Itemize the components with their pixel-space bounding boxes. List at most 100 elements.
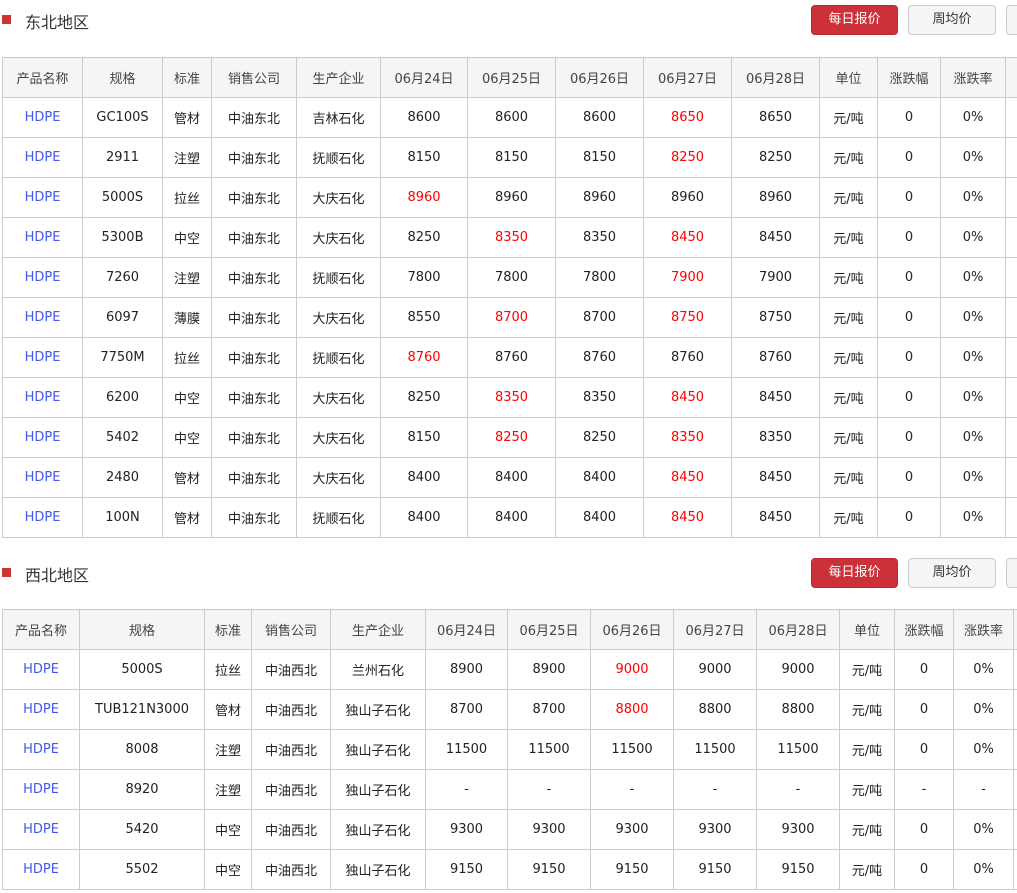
cell-change-amount: 0 <box>894 809 954 850</box>
cell-product-name[interactable]: HDPE <box>2 177 83 218</box>
cell-price-0625: 8150 <box>467 137 556 178</box>
daily-price-button[interactable]: 每日报价 <box>811 558 898 588</box>
cell-product-name[interactable]: HDPE <box>2 849 80 890</box>
cell-spec: 100N <box>82 497 163 538</box>
cell-product-name[interactable]: HDPE <box>2 729 80 770</box>
cell-product-name[interactable]: HDPE <box>2 137 83 178</box>
cell-product-name[interactable]: HDPE <box>2 769 80 810</box>
cell-change-amount: - <box>894 769 954 810</box>
cell-overflow <box>1005 337 1017 378</box>
cell-change-rate: 0% <box>953 689 1014 730</box>
column-header-price-0627: 06月27日 <box>643 57 732 98</box>
cell-price-0626: 8600 <box>555 97 644 138</box>
cell-producer: 大庆石化 <box>296 177 381 218</box>
cell-product-name[interactable]: HDPE <box>2 417 83 458</box>
table-header-row: 产品名称 规格 标准 销售公司 生产企业 06月24日 06月25日 06月26日 06月27日… <box>2 57 1017 98</box>
column-header-change-amount: 涨跌幅 <box>894 609 954 650</box>
cell-price-0628: 8750 <box>731 297 820 338</box>
cell-unit: 元/吨 <box>839 809 895 850</box>
cell-product-name[interactable]: HDPE <box>2 297 83 338</box>
cell-overflow <box>1013 729 1017 770</box>
cell-product-name[interactable]: HDPE <box>2 97 83 138</box>
column-header-price-0625: 06月25日 <box>507 609 591 650</box>
cell-price-0624: 11500 <box>425 729 508 770</box>
cell-price-0627: 8450 <box>643 217 732 258</box>
cell-sales-company: 中油东北 <box>211 417 297 458</box>
cell-producer: 独山子石化 <box>330 729 426 770</box>
cell-producer: 抚顺石化 <box>296 337 381 378</box>
cell-price-0627: 8450 <box>643 377 732 418</box>
weekly-average-button[interactable]: 周均价 <box>908 5 996 35</box>
daily-price-button[interactable]: 每日报价 <box>811 5 898 35</box>
cell-price-0624: 8550 <box>380 297 468 338</box>
cell-change-amount: 0 <box>894 689 954 730</box>
cell-product-name[interactable]: HDPE <box>2 689 80 730</box>
cell-change-amount: 0 <box>877 497 941 538</box>
cell-change-rate: 0% <box>940 97 1006 138</box>
more-button[interactable] <box>1006 558 1017 588</box>
cell-unit: 元/吨 <box>839 769 895 810</box>
cell-price-0625: 8600 <box>467 97 556 138</box>
cell-price-0627: 8750 <box>643 297 732 338</box>
cell-sales-company: 中油东北 <box>211 457 297 498</box>
cell-change-amount: 0 <box>877 337 941 378</box>
cell-spec: 6200 <box>82 377 163 418</box>
cell-price-0626: 8350 <box>555 377 644 418</box>
cell-unit: 元/吨 <box>819 377 878 418</box>
price-table: 产品名称 规格 标准 销售公司 生产企业 06月24日 06月25日 06月26日 06月27日… <box>2 57 1017 538</box>
cell-price-0627: 8350 <box>643 417 732 458</box>
cell-spec: GC100S <box>82 97 163 138</box>
cell-standard: 管材 <box>162 97 212 138</box>
cell-change-rate: 0% <box>940 377 1006 418</box>
cell-price-0627: 8960 <box>643 177 732 218</box>
cell-price-0624: 8250 <box>380 377 468 418</box>
cell-change-rate: 0% <box>953 849 1014 890</box>
price-table: 产品名称 规格 标准 销售公司 生产企业 06月24日 06月25日 06月26日 06月27日… <box>2 609 1017 890</box>
cell-sales-company: 中油西北 <box>251 649 331 690</box>
cell-product-name[interactable]: HDPE <box>2 809 80 850</box>
cell-overflow <box>1013 849 1017 890</box>
weekly-average-button[interactable]: 周均价 <box>908 558 996 588</box>
cell-standard: 管材 <box>162 497 212 538</box>
cell-price-0626: 8400 <box>555 457 644 498</box>
cell-sales-company: 中油西北 <box>251 729 331 770</box>
column-header-producer: 生产企业 <box>330 609 426 650</box>
cell-product-name[interactable]: HDPE <box>2 649 80 690</box>
cell-price-0624: 9150 <box>425 849 508 890</box>
cell-unit: 元/吨 <box>819 297 878 338</box>
cell-spec: 5502 <box>79 849 205 890</box>
cell-product-name[interactable]: HDPE <box>2 497 83 538</box>
cell-price-0625: 11500 <box>507 729 591 770</box>
table-row: HDPE 2911 注塑 中油东北 抚顺石化 8150 8150 8150 8250 8250 元/… <box>2 137 1017 178</box>
cell-price-0624: 8600 <box>380 97 468 138</box>
cell-product-name[interactable]: HDPE <box>2 217 83 258</box>
cell-spec: 6097 <box>82 297 163 338</box>
cell-unit: 元/吨 <box>839 649 895 690</box>
cell-change-amount: 0 <box>877 297 941 338</box>
cell-change-amount: 0 <box>877 137 941 178</box>
cell-change-rate: 0% <box>940 417 1006 458</box>
cell-product-name[interactable]: HDPE <box>2 457 83 498</box>
cell-overflow <box>1013 649 1017 690</box>
cell-product-name[interactable]: HDPE <box>2 337 83 378</box>
cell-unit: 元/吨 <box>819 337 878 378</box>
cell-change-amount: 0 <box>877 417 941 458</box>
cell-spec: 5420 <box>79 809 205 850</box>
cell-product-name[interactable]: HDPE <box>2 257 83 298</box>
more-button[interactable] <box>1006 5 1017 35</box>
cell-standard: 中空 <box>162 417 212 458</box>
cell-standard: 注塑 <box>204 729 252 770</box>
column-header-price-0626: 06月26日 <box>555 57 644 98</box>
table-row: HDPE 7750M 拉丝 中油东北 抚顺石化 8760 8760 8760 8760 8760 元… <box>2 337 1017 378</box>
cell-price-0624: 8700 <box>425 689 508 730</box>
cell-standard: 管材 <box>162 457 212 498</box>
column-header-price-0624: 06月24日 <box>425 609 508 650</box>
cell-price-0625: 8760 <box>467 337 556 378</box>
cell-price-0626: 8800 <box>590 689 674 730</box>
cell-price-0624: 7800 <box>380 257 468 298</box>
column-header-change-rate: 涨跌率 <box>953 609 1014 650</box>
cell-price-0625: 8400 <box>467 457 556 498</box>
cell-product-name[interactable]: HDPE <box>2 377 83 418</box>
cell-standard: 注塑 <box>162 137 212 178</box>
cell-price-0624: 8150 <box>380 417 468 458</box>
